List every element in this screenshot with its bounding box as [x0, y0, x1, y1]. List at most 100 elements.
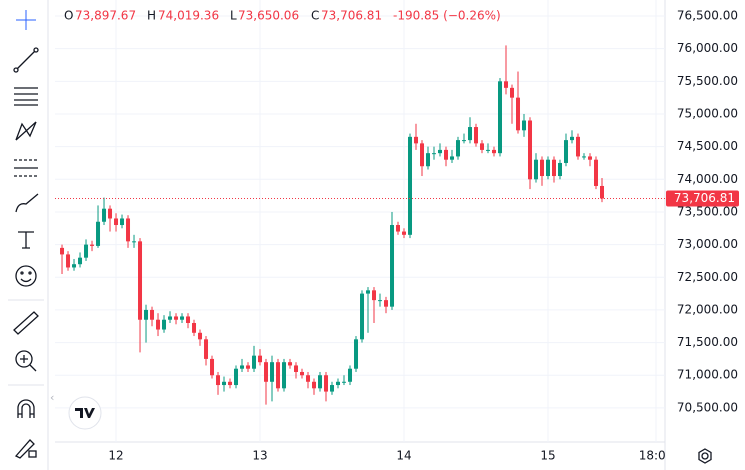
candle-body: [318, 375, 323, 389]
x-tick-group: 12 13 14 15 18:00: [108, 449, 665, 463]
candle-body: [168, 316, 173, 320]
candle-body: [576, 136, 581, 157]
ohlc-legend: O 73,897.67 H 74,019.36 L 73,650.06 C 73…: [64, 9, 501, 23]
candle-body: [90, 244, 95, 246]
y-tick-label: 70,500.00: [677, 400, 738, 414]
y-tick-label: 71,500.00: [677, 335, 738, 349]
open-value: 73,897.67: [75, 9, 136, 23]
candle-body: [552, 159, 557, 177]
collapse-arrow[interactable]: ‹: [50, 391, 54, 404]
candle-body: [444, 149, 449, 160]
emoji-tool[interactable]: [15, 265, 37, 287]
candle-body: [504, 81, 509, 88]
x-tick-label: 12: [108, 449, 123, 463]
candle-body: [66, 254, 71, 268]
candle-body: [402, 231, 407, 235]
candle-body: [336, 381, 341, 386]
candle-body: [378, 300, 383, 302]
y-tick-label: 75,500.00: [677, 74, 738, 88]
candle-body: [468, 127, 473, 141]
pattern-tool[interactable]: [15, 121, 37, 141]
y-tick-label: 72,000.00: [677, 302, 738, 316]
candle-body: [348, 368, 353, 382]
candle-body: [150, 309, 155, 320]
candle-body: [240, 365, 245, 369]
brush-tool[interactable]: [15, 193, 39, 213]
zoom-tool[interactable]: [15, 350, 37, 372]
candle-body: [360, 293, 365, 340]
candle-body: [450, 156, 455, 160]
y-tick-label: 74,500.00: [677, 139, 738, 153]
candle-body: [456, 140, 461, 157]
candle-body: [102, 208, 107, 222]
candle-body: [60, 247, 65, 255]
candle-body: [132, 241, 137, 243]
candle-body: [558, 162, 563, 177]
candle-body: [264, 362, 269, 382]
candle-body: [300, 371, 305, 376]
candle-body: [438, 149, 443, 154]
candle-body: [582, 156, 587, 158]
settings-button[interactable]: [698, 448, 712, 464]
tv-logo[interactable]: [68, 396, 102, 430]
candle-body: [414, 136, 419, 144]
candle-body: [510, 87, 515, 98]
y-tick-label: 74,000.00: [677, 172, 738, 186]
candle-body: [594, 159, 599, 186]
candle-body: [588, 156, 593, 160]
candle-body: [108, 208, 113, 219]
candle-body: [276, 362, 281, 389]
lock-draw-tool[interactable]: [14, 439, 37, 459]
candle-body: [78, 257, 83, 265]
candle-body: [258, 355, 263, 363]
candle-body: [498, 81, 503, 154]
candle-body: [282, 362, 287, 389]
trend-line-tool[interactable]: [13, 47, 39, 73]
candle-body: [156, 319, 161, 330]
high-label: H: [147, 9, 156, 23]
candle-body: [216, 375, 221, 386]
candle-body: [174, 316, 179, 320]
y-tick-label: 72,500.00: [677, 270, 738, 284]
ruler-tool[interactable]: [13, 311, 39, 335]
candle-body: [474, 127, 479, 144]
candle-body: [528, 120, 533, 180]
low-value: 73,650.06: [238, 9, 299, 23]
last-price-label: 73,706.81: [674, 191, 735, 205]
forecast-tool[interactable]: [14, 159, 38, 177]
x-tick-label: 15: [540, 449, 555, 463]
candle-body: [408, 136, 413, 235]
crosshair-tool[interactable]: [16, 10, 36, 30]
candle-body: [138, 241, 143, 320]
candle-body: [522, 120, 527, 131]
x-tick-label: 14: [396, 449, 411, 463]
candle-body: [120, 218, 125, 226]
fib-tool[interactable]: [14, 87, 38, 106]
candle-body: [246, 365, 251, 369]
candle-body: [534, 159, 539, 180]
candle-body: [228, 381, 233, 386]
candle-body: [198, 332, 203, 340]
candle-body: [252, 355, 257, 369]
close-value: 73,706.81: [321, 9, 382, 23]
candle-body: [144, 309, 149, 320]
candle-body: [186, 316, 191, 323]
candle-body: [204, 339, 209, 359]
text-tool[interactable]: [18, 231, 34, 249]
y-tick-label: 76,500.00: [677, 9, 738, 23]
candle-body: [516, 97, 521, 131]
candle-body: [462, 140, 467, 142]
candle-body: [180, 316, 185, 320]
candle-body: [306, 375, 311, 382]
candle-body: [570, 136, 575, 141]
candle-body: [354, 339, 359, 369]
candle-body: [492, 149, 497, 154]
y-tick-label: 76,000.00: [677, 41, 738, 55]
x-tick-label: 13: [252, 449, 267, 463]
candle-body: [546, 159, 551, 177]
candle-body: [270, 362, 275, 382]
magnet-tool[interactable]: [17, 399, 35, 418]
candle-body: [294, 365, 299, 372]
